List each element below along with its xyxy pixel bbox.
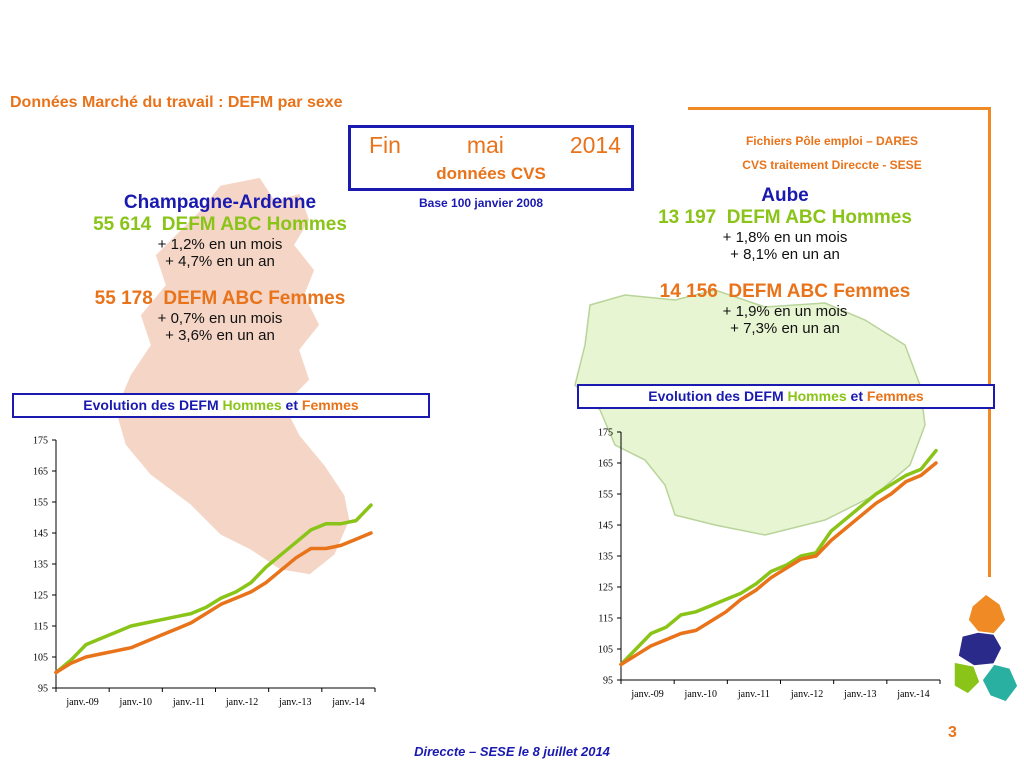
right-women-month: + 1,9% en un mois <box>722 303 848 320</box>
series-line-femmes <box>54 531 373 675</box>
x-tick-label: janv.-14 <box>331 697 364 708</box>
right-evo-women: Femmes <box>866 388 924 404</box>
departments-map-icon <box>953 593 1019 703</box>
period-word-2: mai <box>466 132 504 158</box>
left-women-count: 55 178 <box>94 288 153 309</box>
right-men-year: + 8,1% en un an <box>730 246 840 263</box>
right-evo-men: Hommes <box>787 388 847 404</box>
x-tick-label: janv.-09 <box>630 689 663 700</box>
y-tick-label: 125 <box>598 583 613 594</box>
y-tick-label: 135 <box>598 552 613 563</box>
x-tick-label: janv.-13 <box>278 697 311 708</box>
right-women-year: + 7,3% en un an <box>730 320 840 337</box>
y-tick-label: 115 <box>598 614 613 625</box>
left-men-count: 55 614 <box>93 214 152 235</box>
x-tick-label: janv.-09 <box>65 697 98 708</box>
x-tick-label: janv.-11 <box>737 689 770 700</box>
right-women-label: DEFM ABC Femmes <box>728 281 911 302</box>
left-men-year: + 4,7% en un an <box>165 253 275 270</box>
left-region-name: Champagne-Ardenne <box>123 192 317 213</box>
y-tick-label: 145 <box>598 521 613 532</box>
y-tick-label: 165 <box>33 467 48 478</box>
left-evo-prefix: Evolution des DEFM <box>83 397 219 413</box>
y-tick-label: 115 <box>33 622 48 633</box>
right-women-count: 14 156 <box>659 281 718 302</box>
orange-frame-right <box>988 107 991 577</box>
x-tick-label: janv.-14 <box>896 689 929 700</box>
y-tick-label: 165 <box>598 459 613 470</box>
left-women-month: + 0,7% en un mois <box>157 310 283 327</box>
left-women-label: DEFM ABC Femmes <box>163 288 346 309</box>
period-subtitle: données CVS <box>436 164 546 183</box>
right-evo-and: et <box>850 388 863 404</box>
y-tick-label: 95 <box>38 684 48 695</box>
left-women-year: + 3,6% en un an <box>165 327 275 344</box>
period-line: Fin mai 2014 <box>369 132 621 159</box>
y-tick-label: 125 <box>33 591 48 602</box>
orange-frame-top <box>688 107 990 110</box>
base-note: Base 100 janvier 2008 <box>419 196 544 210</box>
y-tick-label: 155 <box>598 490 613 501</box>
right-men-headline: 13 197 DEFM ABC Hommes <box>635 207 935 229</box>
x-tick-label: janv.-12 <box>225 697 258 708</box>
left-men-month: + 1,2% en un mois <box>157 236 283 253</box>
left-evolution-box: Evolution des DEFM Hommes et Femmes <box>12 393 430 418</box>
chart-axes: 95 105 115 125 135 145 155 165 175 janv.-09 janv.-… <box>33 436 376 708</box>
chart-axes: 95 105 115 125 135 145 155 165 175 janv.-09 janv.-… <box>598 428 941 700</box>
right-men-month: + 1,8% en un mois <box>722 229 848 246</box>
period-word-1: Fin <box>369 132 401 158</box>
y-tick-label: 145 <box>33 529 48 540</box>
left-men-headline: 55 614 DEFM ABC Hommes <box>70 214 370 236</box>
x-tick-label: janv.-10 <box>119 697 152 708</box>
left-evo-men: Hommes <box>222 397 282 413</box>
x-tick-label: janv.-13 <box>843 689 876 700</box>
page-number: 3 <box>948 724 957 741</box>
x-tick-label: janv.-12 <box>790 689 823 700</box>
champagne-ardenne-map <box>114 176 351 576</box>
right-line-chart: 95 105 115 125 135 145 155 165 175 janv.-09 janv.-… <box>598 428 941 700</box>
series-line-hommes <box>619 448 938 667</box>
right-men-count: 13 197 <box>658 207 717 228</box>
period-word-3: 2014 <box>569 132 621 158</box>
right-women-headline: 14 156 DEFM ABC Femmes <box>635 281 935 303</box>
series-line-femmes <box>619 461 938 667</box>
source-line-2: CVS traitement Direccte - SESE <box>742 158 922 172</box>
left-line-chart: 95 105 115 125 135 145 155 165 175 janv.-09 janv.-… <box>33 436 376 708</box>
left-stats: Champagne-Ardenne 55 614 DEFM ABC Hommes… <box>70 192 370 344</box>
y-tick-label: 135 <box>33 560 48 571</box>
footer-text: Direccte – SESE le 8 juillet 2014 <box>414 744 610 759</box>
y-tick-label: 175 <box>33 436 48 447</box>
y-tick-label: 155 <box>33 498 48 509</box>
left-evo-and: et <box>285 397 298 413</box>
right-evo-prefix: Evolution des DEFM <box>648 388 784 404</box>
chart-series <box>619 448 938 667</box>
left-men-label: DEFM ABC Hommes <box>161 214 347 235</box>
chart-series <box>54 503 373 675</box>
y-tick-label: 95 <box>603 676 613 687</box>
left-women-headline: 55 178 DEFM ABC Femmes <box>70 288 370 310</box>
x-tick-label: janv.-11 <box>172 697 205 708</box>
source-line-1: Fichiers Pôle emploi – DARES <box>745 134 919 148</box>
right-evolution-box: Evolution des DEFM Hommes et Femmes <box>577 384 995 409</box>
period-box: Fin mai 2014 données CVS <box>348 125 634 191</box>
y-tick-label: 105 <box>33 653 48 664</box>
y-tick-label: 175 <box>598 428 613 439</box>
x-tick-label: janv.-10 <box>684 689 717 700</box>
series-line-hommes <box>54 503 373 675</box>
right-stats: Aube 13 197 DEFM ABC Hommes + 1,8% en un… <box>635 185 935 337</box>
y-tick-label: 105 <box>598 645 613 656</box>
left-evo-women: Femmes <box>301 397 359 413</box>
slide-title: Données Marché du travail : DEFM par sex… <box>10 94 343 111</box>
right-men-label: DEFM ABC Hommes <box>726 207 912 228</box>
right-region-name: Aube <box>761 185 809 206</box>
